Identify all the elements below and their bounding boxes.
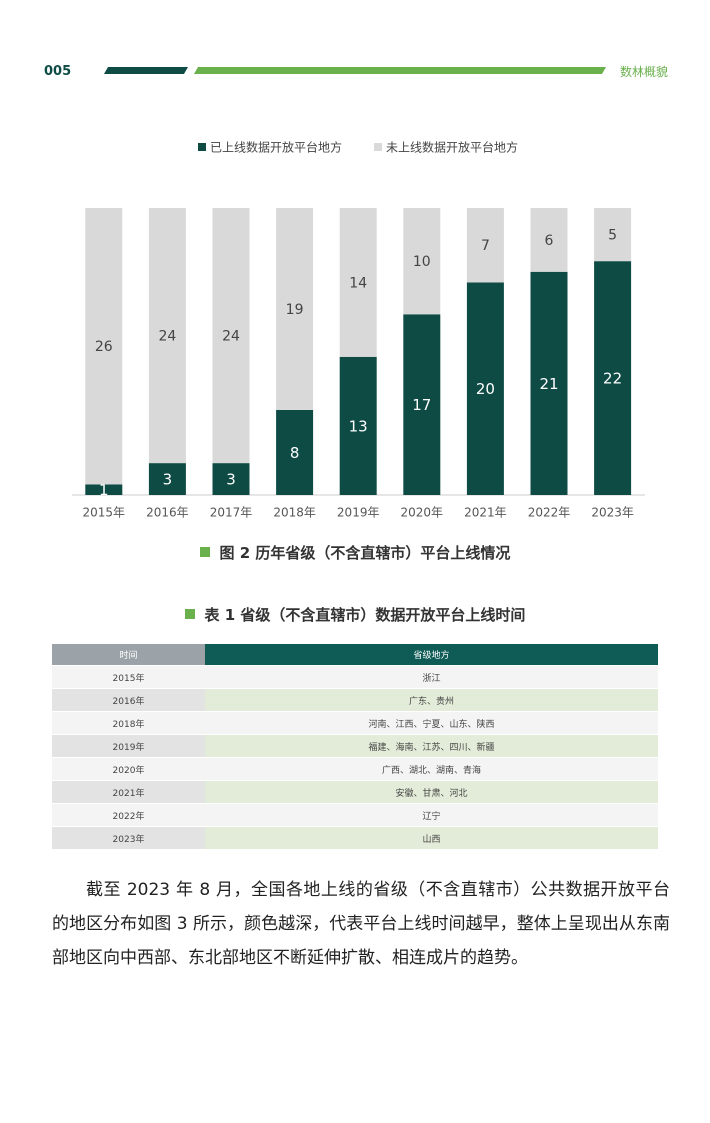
legend-swatch — [198, 143, 206, 151]
table-cell: 浙江 — [205, 665, 658, 689]
table-cell: 广西、湖北、湖南、青海 — [205, 757, 658, 781]
bar-segment — [276, 409, 314, 495]
legend-label: 未上线数据开放平台地方 — [386, 140, 518, 155]
data-label: 3 — [226, 471, 236, 489]
table-cell: 辽宁 — [205, 803, 658, 827]
x-tick-label: 2022年 — [528, 506, 571, 520]
figure-caption: 图 2 历年省级（不含直辖市）平台上线情况 — [0, 542, 710, 563]
table-row: 2020年 广西、湖北、湖南、青海 — [52, 757, 658, 781]
column-header: 省级地方 — [205, 644, 658, 666]
chart: 已上线数据开放平台地方 未上线数据开放平台地方 1 26 2015年 3 24 2016年 3 2… — [72, 140, 645, 520]
data-label: 21 — [539, 375, 558, 393]
table-cell: 2018年 — [52, 711, 205, 735]
bar-segment — [594, 208, 632, 262]
bar-segment — [466, 282, 504, 495]
page-number: 005 — [44, 64, 72, 79]
table: 时间 省级地方 2015年 浙江 2016年 广东、贵州 2018年 河南、江西、宁夏、山东、… — [52, 644, 658, 849]
header-bar-green — [193, 67, 607, 74]
bar-segment — [339, 208, 377, 357]
data-label: 8 — [290, 444, 300, 462]
table-cell: 2020年 — [52, 757, 205, 781]
data-label: 24 — [158, 329, 176, 345]
bar-segment — [85, 484, 123, 495]
data-label: 6 — [545, 233, 554, 249]
data-label: 19 — [286, 302, 304, 318]
paragraph: 截至 2023 年 8 月，全国各地上线的省级（不含直辖市）公共数据开放平台的地… — [52, 880, 670, 968]
legend-label: 已上线数据开放平台地方 — [210, 140, 342, 155]
bar-segment — [530, 271, 568, 495]
header-bar-dark — [103, 67, 189, 74]
bar-segment — [148, 463, 186, 495]
bar-segment — [530, 208, 568, 272]
table-row: 2021年 安徽、甘肃、河北 — [52, 780, 658, 804]
table-cell: 2021年 — [52, 780, 205, 804]
table-caption-text: 表 1 省级（不含直辖市）数据开放平台上线时间 — [204, 606, 526, 624]
x-tick-label: 2023年 — [591, 506, 634, 520]
legend-swatch — [374, 143, 382, 151]
x-tick-label: 2019年 — [337, 506, 380, 520]
x-tick-label: 2020年 — [401, 506, 444, 520]
data-label: 10 — [413, 254, 431, 270]
data-label: 24 — [222, 329, 240, 345]
data-label: 17 — [412, 396, 431, 414]
x-tick-label: 2015年 — [83, 506, 126, 520]
table-cell: 安徽、甘肃、河北 — [205, 780, 658, 804]
data-label: 1 — [99, 481, 109, 499]
table-cell: 河南、江西、宁夏、山东、陕西 — [205, 711, 658, 735]
bar-segment — [403, 314, 441, 495]
table-row: 2018年 河南、江西、宁夏、山东、陕西 — [52, 711, 658, 735]
figure-caption-text: 图 2 历年省级（不含直辖市）平台上线情况 — [219, 544, 511, 562]
table-row: 2019年 福建、海南、江苏、四川、新疆 — [52, 734, 658, 758]
table-cell: 山西 — [205, 826, 658, 849]
table-row: 2015年 浙江 — [52, 665, 658, 689]
data-label: 26 — [95, 339, 113, 355]
data-label: 22 — [603, 370, 622, 388]
table-cell: 2023年 — [52, 826, 205, 849]
bar-segment — [212, 463, 250, 495]
bar-segment — [403, 208, 441, 315]
data-label: 13 — [349, 417, 368, 435]
bar-segment — [339, 356, 377, 495]
table-row: 2016年 广东、贵州 — [52, 688, 658, 712]
x-tick-label: 2016年 — [146, 506, 189, 520]
data-label: 5 — [608, 228, 617, 244]
bar-segment — [85, 208, 123, 485]
section-title: 数林概貌 — [620, 65, 669, 79]
bar-segment — [212, 208, 250, 464]
table-row: 2023年 山西 — [52, 826, 658, 849]
table-header-row: 时间 省级地方 — [52, 644, 658, 666]
x-tick-label: 2017年 — [210, 506, 253, 520]
data-label: 14 — [349, 275, 367, 291]
data-label: 7 — [481, 238, 490, 254]
column-header: 时间 — [52, 644, 205, 666]
table-cell: 2015年 — [52, 665, 205, 689]
bar-segment — [594, 261, 632, 495]
table-cell: 广东、贵州 — [205, 688, 658, 712]
x-tick-label: 2021年 — [464, 506, 507, 520]
bar-segment — [276, 208, 314, 410]
x-tick-label: 2018年 — [273, 506, 316, 520]
table-cell: 福建、海南、江苏、四川、新疆 — [205, 734, 658, 758]
bar-segment — [148, 208, 186, 464]
table-cell: 2016年 — [52, 688, 205, 712]
table-caption: 表 1 省级（不含直辖市）数据开放平台上线时间 — [0, 604, 710, 625]
data-label: 3 — [163, 471, 173, 489]
bar-segment — [466, 208, 504, 283]
table-cell: 2019年 — [52, 734, 205, 758]
data-label: 20 — [476, 380, 495, 398]
table-cell: 2022年 — [52, 803, 205, 827]
table-row: 2022年 辽宁 — [52, 803, 658, 827]
